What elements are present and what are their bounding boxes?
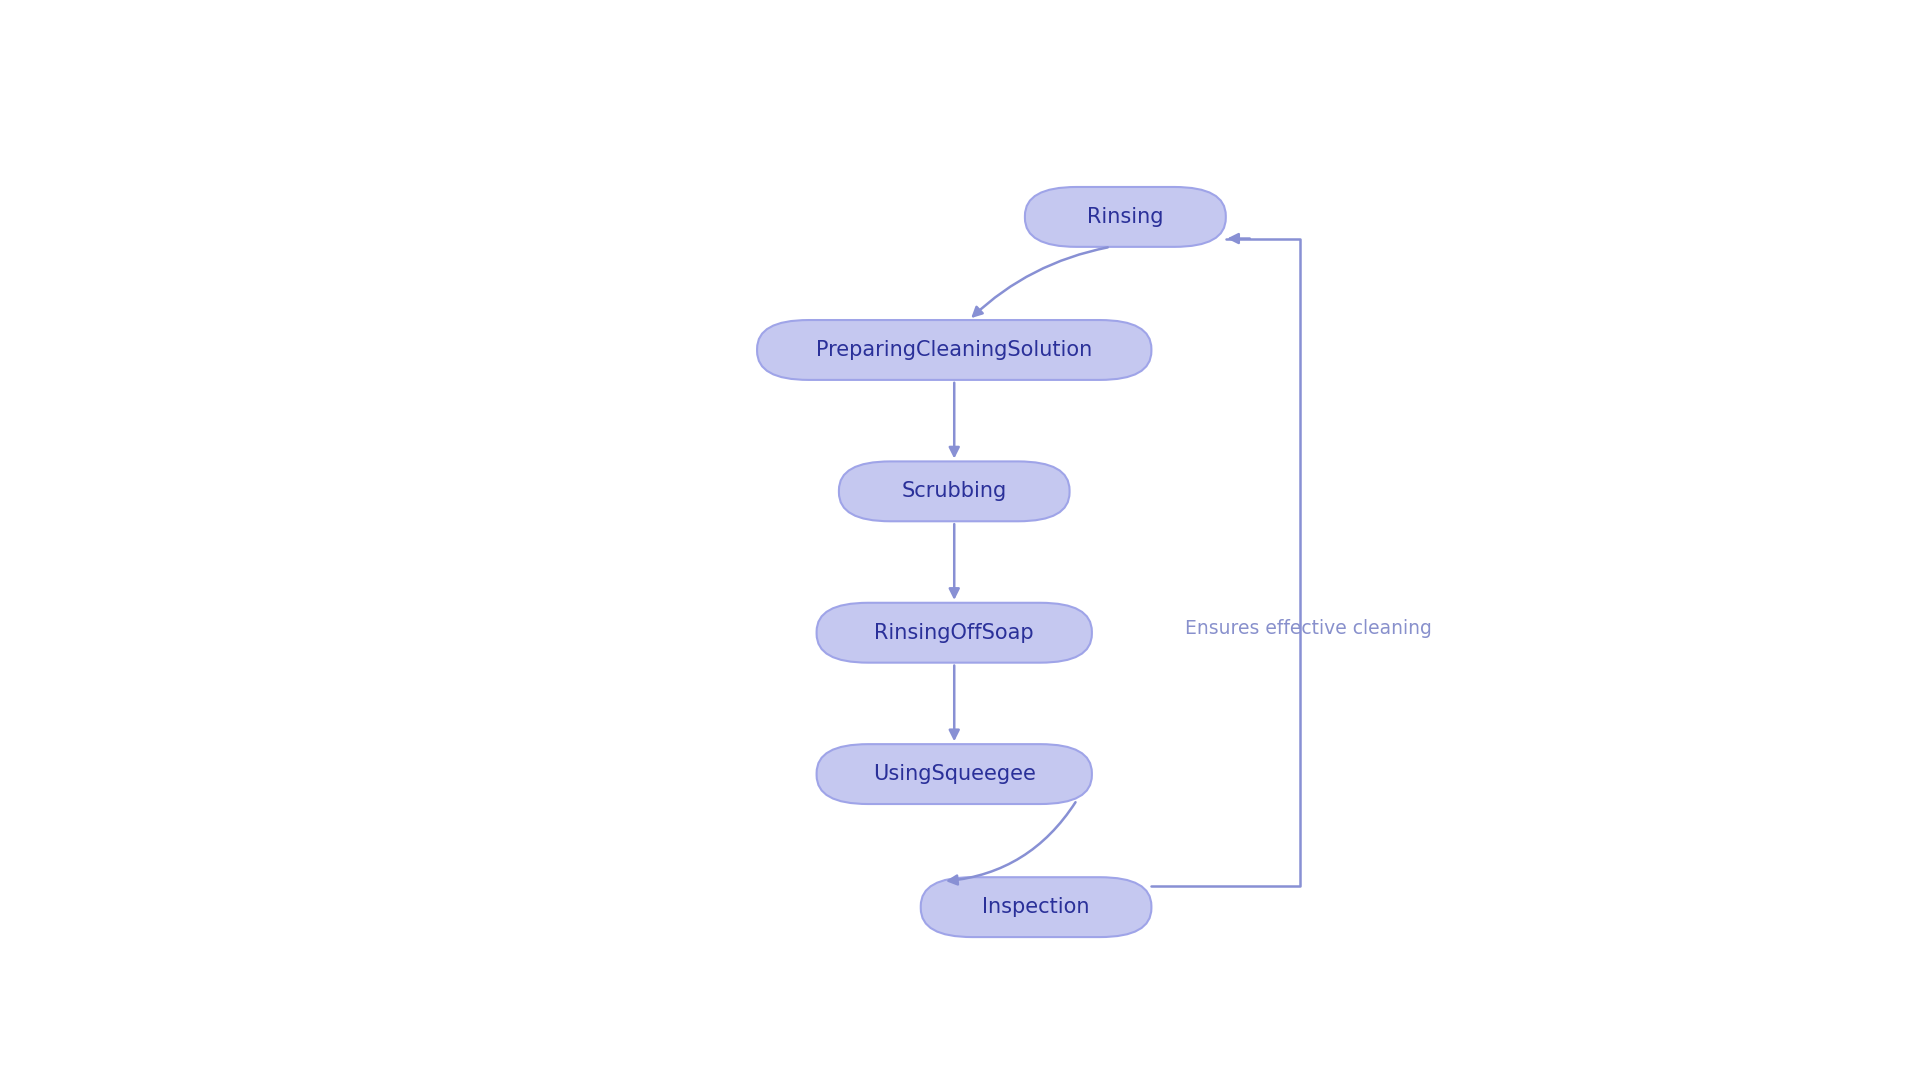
Text: PreparingCleaningSolution: PreparingCleaningSolution bbox=[816, 340, 1092, 360]
FancyBboxPatch shape bbox=[756, 320, 1152, 380]
Text: Rinsing: Rinsing bbox=[1087, 207, 1164, 227]
FancyBboxPatch shape bbox=[816, 603, 1092, 663]
Text: Scrubbing: Scrubbing bbox=[902, 482, 1006, 501]
Text: RinsingOffSoap: RinsingOffSoap bbox=[874, 623, 1035, 643]
FancyBboxPatch shape bbox=[922, 877, 1152, 937]
Text: UsingSqueegee: UsingSqueegee bbox=[874, 764, 1035, 784]
FancyBboxPatch shape bbox=[1025, 187, 1225, 247]
Text: Inspection: Inspection bbox=[983, 897, 1091, 917]
FancyBboxPatch shape bbox=[839, 461, 1069, 522]
Text: Ensures effective cleaning: Ensures effective cleaning bbox=[1185, 619, 1432, 638]
FancyBboxPatch shape bbox=[816, 744, 1092, 804]
